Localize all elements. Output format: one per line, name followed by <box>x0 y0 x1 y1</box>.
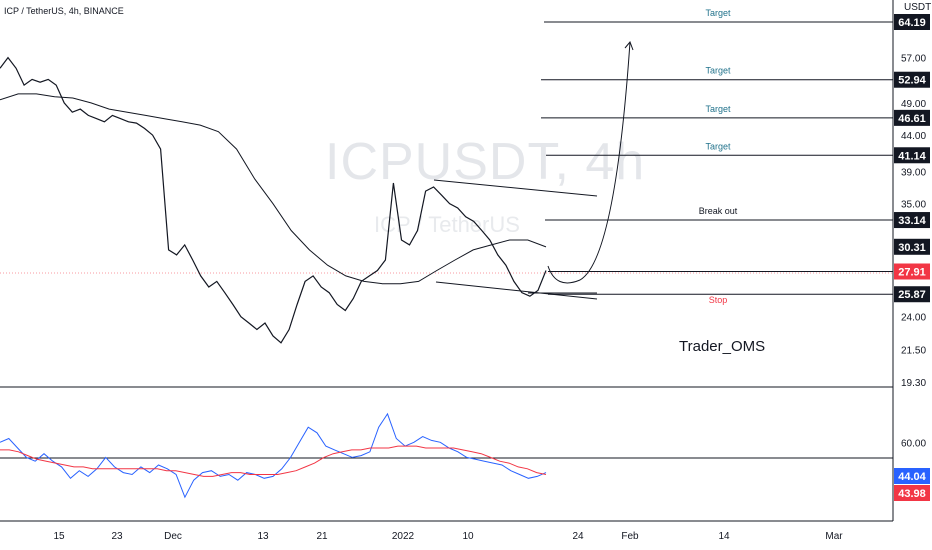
time-tick-label: Mar <box>825 531 843 542</box>
time-tick-label: 10 <box>462 531 474 542</box>
level-annotation: Target <box>705 66 731 76</box>
price-tick-label: 44.00 <box>901 131 926 142</box>
rsi-ma-line <box>0 445 547 477</box>
price-line <box>0 56 547 344</box>
price-tick-label: 19.30 <box>901 378 926 389</box>
level-price-label: 33.14 <box>898 215 926 227</box>
level-price-box <box>894 109 930 126</box>
price-tick-label: 35.00 <box>901 200 926 211</box>
level-price-label: 41.14 <box>898 150 926 162</box>
level-price-box <box>894 71 930 88</box>
rsi-tick-label: 60.00 <box>901 438 926 449</box>
rsi-ma-value-label: 43.98 <box>898 488 926 500</box>
channel-lines <box>433 41 634 300</box>
time-tick-label: 23 <box>111 531 123 542</box>
time-tick-label: 13 <box>257 531 269 542</box>
level-annotation: Break out <box>699 206 738 216</box>
level-price-box <box>894 263 930 280</box>
price-series <box>0 56 547 344</box>
projection-arrow-path <box>547 41 631 284</box>
level-annotation: Target <box>705 141 731 151</box>
symbol-info: ICP / TetherUS, 4h, BINANCE <box>4 6 124 16</box>
rsi-ma-value-box <box>894 485 930 501</box>
rsi-value-box <box>894 468 930 484</box>
projection-arrowhead <box>624 41 634 51</box>
level-lines: 64.19 Target 52.94 Target 46.61 Target 41.14 Ta… <box>541 8 930 305</box>
level-price-label: 25.87 <box>898 289 926 301</box>
currency-label: USDT <box>904 2 932 13</box>
time-tick-label: Dec <box>164 531 182 542</box>
level-price-label: 30.31 <box>898 242 926 254</box>
moving-average-line <box>0 93 547 285</box>
author-signature: Trader_OMS <box>679 338 766 355</box>
price-tick-label: 49.00 <box>901 99 926 110</box>
rsi-series: 44.04 43.98 <box>0 412 930 501</box>
level-price-label: 46.61 <box>898 113 926 125</box>
time-tick-label: Feb <box>621 531 639 542</box>
level-price-box <box>894 238 930 255</box>
level-price-box <box>894 14 930 30</box>
price-tick-label: 24.00 <box>901 313 926 324</box>
price-tick-label: 39.00 <box>901 167 926 178</box>
level-price-label: 64.19 <box>898 17 926 29</box>
time-tick-label: 21 <box>316 531 328 542</box>
level-price-box <box>894 286 930 303</box>
level-price-box <box>894 147 930 164</box>
price-tick-label: 57.00 <box>901 54 926 65</box>
level-annotation: Target <box>705 104 731 114</box>
time-tick-label: 24 <box>572 531 584 542</box>
channel-upper-line <box>433 179 598 197</box>
rsi-line <box>0 412 547 499</box>
channel-lower-line <box>435 281 598 300</box>
time-tick-label: 2022 <box>392 531 415 542</box>
time-tick-label: 15 <box>53 531 65 542</box>
level-price-label: 27.91 <box>898 266 926 278</box>
level-annotation: Target <box>705 8 731 18</box>
level-price-label: 52.94 <box>898 75 926 87</box>
rsi-value-label: 44.04 <box>898 471 926 483</box>
level-price-box <box>894 212 930 229</box>
level-annotation: Stop <box>709 295 728 305</box>
watermark-symbol: ICPUSDT, 4h <box>325 133 646 191</box>
axes: 57.00 49.00 44.00 39.00 35.00 24.00 21.50 19.30… <box>53 54 926 542</box>
price-tick-label: 21.50 <box>901 346 926 357</box>
time-tick-label: 14 <box>718 531 730 542</box>
